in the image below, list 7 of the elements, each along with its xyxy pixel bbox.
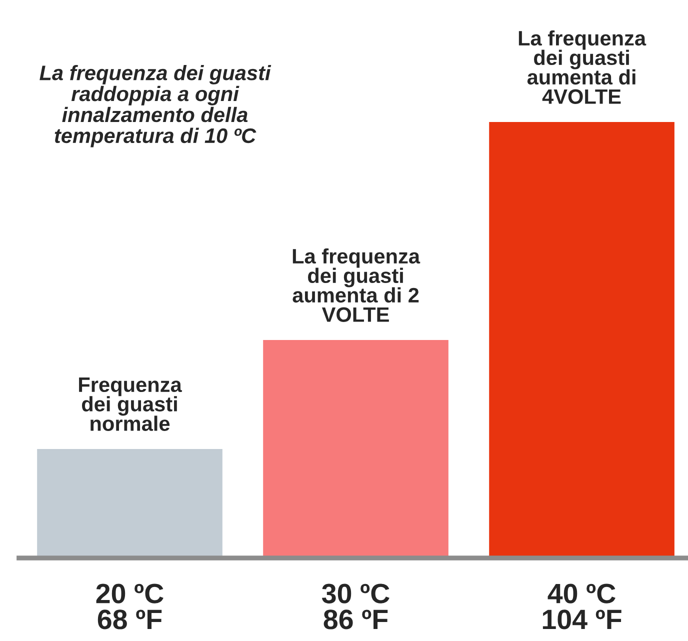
x-tick-label: 40 ºC 104 ºF	[542, 584, 622, 630]
data-label: Frequenza dei guasti normale	[79, 378, 182, 431]
x-tick-label: 30 ºC 86 ºF	[322, 584, 390, 630]
chart-title: La frequenza dei guasti raddoppia a ogni innalzamento della temperatura di 10 ºC	[40, 65, 272, 148]
data-label: La frequenza dei guasti aumenta di 2 VOLTE	[292, 248, 420, 322]
data-label: La frequenza dei guasti aumenta di 4VOLTE	[518, 30, 646, 104]
x-tick-label: 20 ºC 68 ºF	[96, 584, 164, 630]
